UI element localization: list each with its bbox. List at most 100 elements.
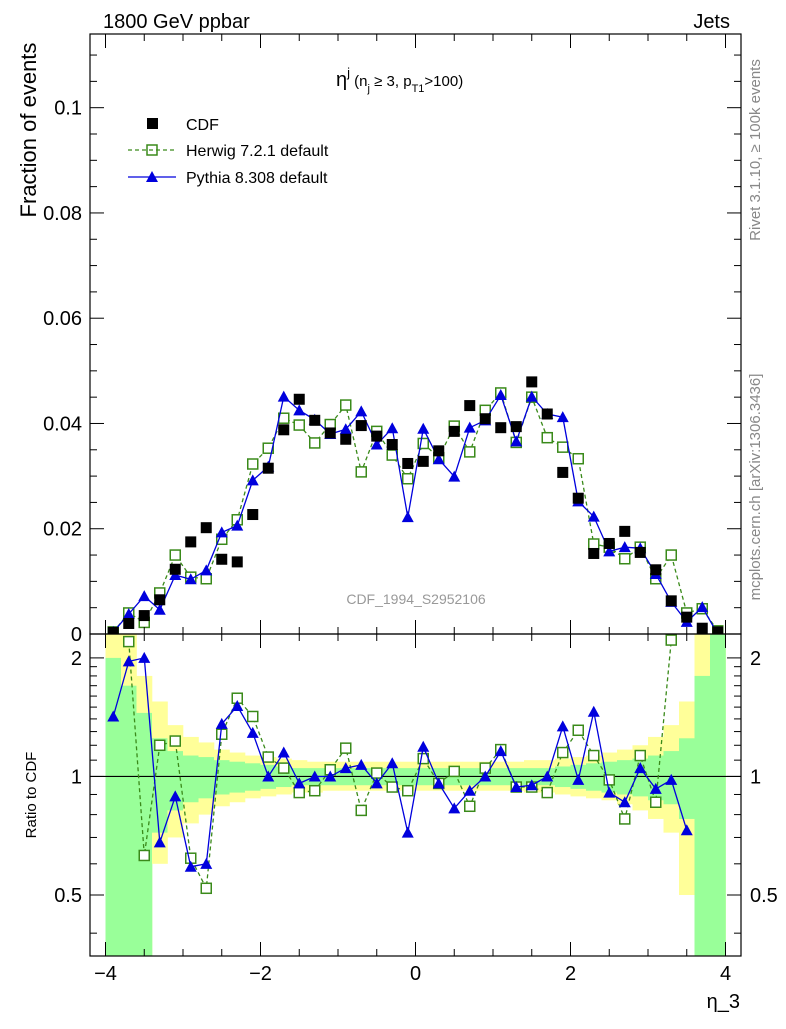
ratio-herwig-point-34 xyxy=(634,749,646,762)
main-ytick-label-2: 0.04 xyxy=(43,413,82,435)
main-cdf-point-10 xyxy=(262,462,274,474)
ratio-herwig-point-17 xyxy=(371,767,383,779)
mcplots-label: mcplots.cern.ch [arXiv:1306.3436] xyxy=(747,374,764,601)
band-green-6 xyxy=(198,757,215,799)
x-tick-label-3: 2 xyxy=(565,963,576,985)
ratio-pythia-point-12 xyxy=(293,777,306,789)
main-cdf-point-28 xyxy=(541,408,553,420)
main-pythia-point-22 xyxy=(448,470,461,482)
band-green-33 xyxy=(617,760,633,795)
main-cdf-point-4 xyxy=(169,563,181,575)
main-pythia-line xyxy=(112,393,719,634)
main-cdf-point-14 xyxy=(324,427,336,439)
band-green-38 xyxy=(694,675,711,956)
main-cdf-point-19 xyxy=(402,457,414,469)
main-ytick-label-4: 0.08 xyxy=(43,203,82,225)
main-herwig-point-12 xyxy=(293,419,305,431)
ratio-pythia-point-34 xyxy=(634,762,647,774)
ratio-herwig-point-4 xyxy=(169,735,181,747)
plot-title-sub1: j xyxy=(367,83,370,95)
ratio-pythia-point-36 xyxy=(665,773,678,785)
ratio-herwig-point-30 xyxy=(572,724,584,737)
band-green-0 xyxy=(105,657,122,956)
band-green-7 xyxy=(214,760,230,795)
ratio-pythia-point-32 xyxy=(603,786,616,798)
main-herwig-point-4 xyxy=(169,549,181,561)
main-pythia-point-38 xyxy=(696,601,709,613)
band-green-35 xyxy=(648,755,664,801)
main-pythia-point-23 xyxy=(463,421,476,433)
x-tick-label-1: −2 xyxy=(249,963,272,985)
main-pythia-point-16 xyxy=(355,405,368,417)
main-cdf-point-21 xyxy=(433,445,445,457)
main-pythia-point-15 xyxy=(339,423,352,435)
main-cdf-point-16 xyxy=(355,420,367,432)
main-pythia-point-21 xyxy=(432,453,445,465)
main-cdf-point-9 xyxy=(247,509,259,521)
main-cdf-point-5 xyxy=(185,536,197,548)
ratio-herwig-point-23 xyxy=(464,800,476,813)
ratio-herwig-point-13 xyxy=(309,784,321,797)
main-cdf-point-13 xyxy=(309,414,321,426)
main-cdf-point-30 xyxy=(572,492,584,504)
x-tick-label-2: 0 xyxy=(410,963,421,985)
main-cdf-point-39 xyxy=(712,626,724,634)
ratio-pythia-point-13 xyxy=(308,770,321,782)
ratio-herwig-point-9 xyxy=(247,710,259,723)
main-cdf-point-12 xyxy=(293,393,305,405)
ratio-herwig-point-11 xyxy=(278,762,290,774)
ratio-herwig-point-29 xyxy=(557,746,569,759)
ratio-pythia-point-15 xyxy=(339,762,352,774)
main-cdf-point-17 xyxy=(371,430,383,442)
main-ytick-label-5: 0.1 xyxy=(54,98,82,120)
main-pythia-point-19 xyxy=(401,511,414,523)
ratio-herwig-point-31 xyxy=(588,749,600,762)
header-right: Jets xyxy=(693,11,730,33)
ratio-pythia-point-27 xyxy=(525,779,538,791)
ratio-pythia-point-35 xyxy=(649,782,662,794)
ratio-herwig-point-7 xyxy=(216,728,228,740)
main-herwig-point-29 xyxy=(557,441,569,453)
ratio-herwig-point-32 xyxy=(603,774,615,786)
main-pythia-point-26 xyxy=(510,435,523,447)
ratio-pythia-point-19 xyxy=(401,826,414,838)
main-pythia-point-2 xyxy=(138,590,151,602)
main-cdf-point-20 xyxy=(417,455,429,467)
ratio-pythia-point-10 xyxy=(262,770,275,782)
main-ytick-label-0: 0 xyxy=(71,624,82,646)
main-herwig-point-10 xyxy=(262,442,274,454)
ratio-herwig-point-2 xyxy=(138,849,150,862)
legend-pythia-label: Pythia 8.308 default xyxy=(186,170,328,187)
band-green-3 xyxy=(152,738,168,833)
ratio-pythia-point-16 xyxy=(355,758,368,770)
axes: −4 −2 0 2 400.020.040.060.080.10.5 0.51 12 2 xyxy=(43,33,778,985)
main-herwig-point-13 xyxy=(309,437,321,449)
main-cdf-point-27 xyxy=(526,376,538,388)
main-cdf-point-29 xyxy=(557,466,569,478)
ratio-herwig-point-16 xyxy=(355,804,367,817)
main-herwig-line xyxy=(112,391,719,633)
main-cdf-point-34 xyxy=(634,546,646,558)
header-left: 1800 GeV ppbar xyxy=(103,11,250,33)
ratio-herwig-point-28 xyxy=(541,786,553,799)
ratio-herwig-point-10 xyxy=(262,751,274,763)
ratio-herwig-point-35 xyxy=(650,796,662,808)
band-green-8 xyxy=(229,761,246,793)
main-cdf-point-22 xyxy=(448,425,460,437)
main-plot-marks xyxy=(107,376,724,634)
ratio-herwig-point-1 xyxy=(123,635,135,648)
plot-title-sup: j xyxy=(346,65,350,80)
main-herwig-point-28 xyxy=(541,431,553,444)
ratio-plot-marks xyxy=(90,634,741,956)
ratio-pythia-point-24 xyxy=(479,770,492,782)
ratio-ytick-label-right-1: 1 xyxy=(750,766,761,788)
rivet-label: Rivet 3.1.10, ≥ 100k events xyxy=(747,59,764,241)
main-cdf-point-24 xyxy=(479,413,491,425)
main-pythia-point-27 xyxy=(525,390,538,402)
x-axis-label: η_3 xyxy=(707,991,740,1013)
main-herwig-point-15 xyxy=(340,399,352,411)
main-pythia-point-3 xyxy=(153,603,166,615)
plot-title-close: >100) xyxy=(424,73,463,90)
ratio-pythia-point-7 xyxy=(215,717,228,729)
